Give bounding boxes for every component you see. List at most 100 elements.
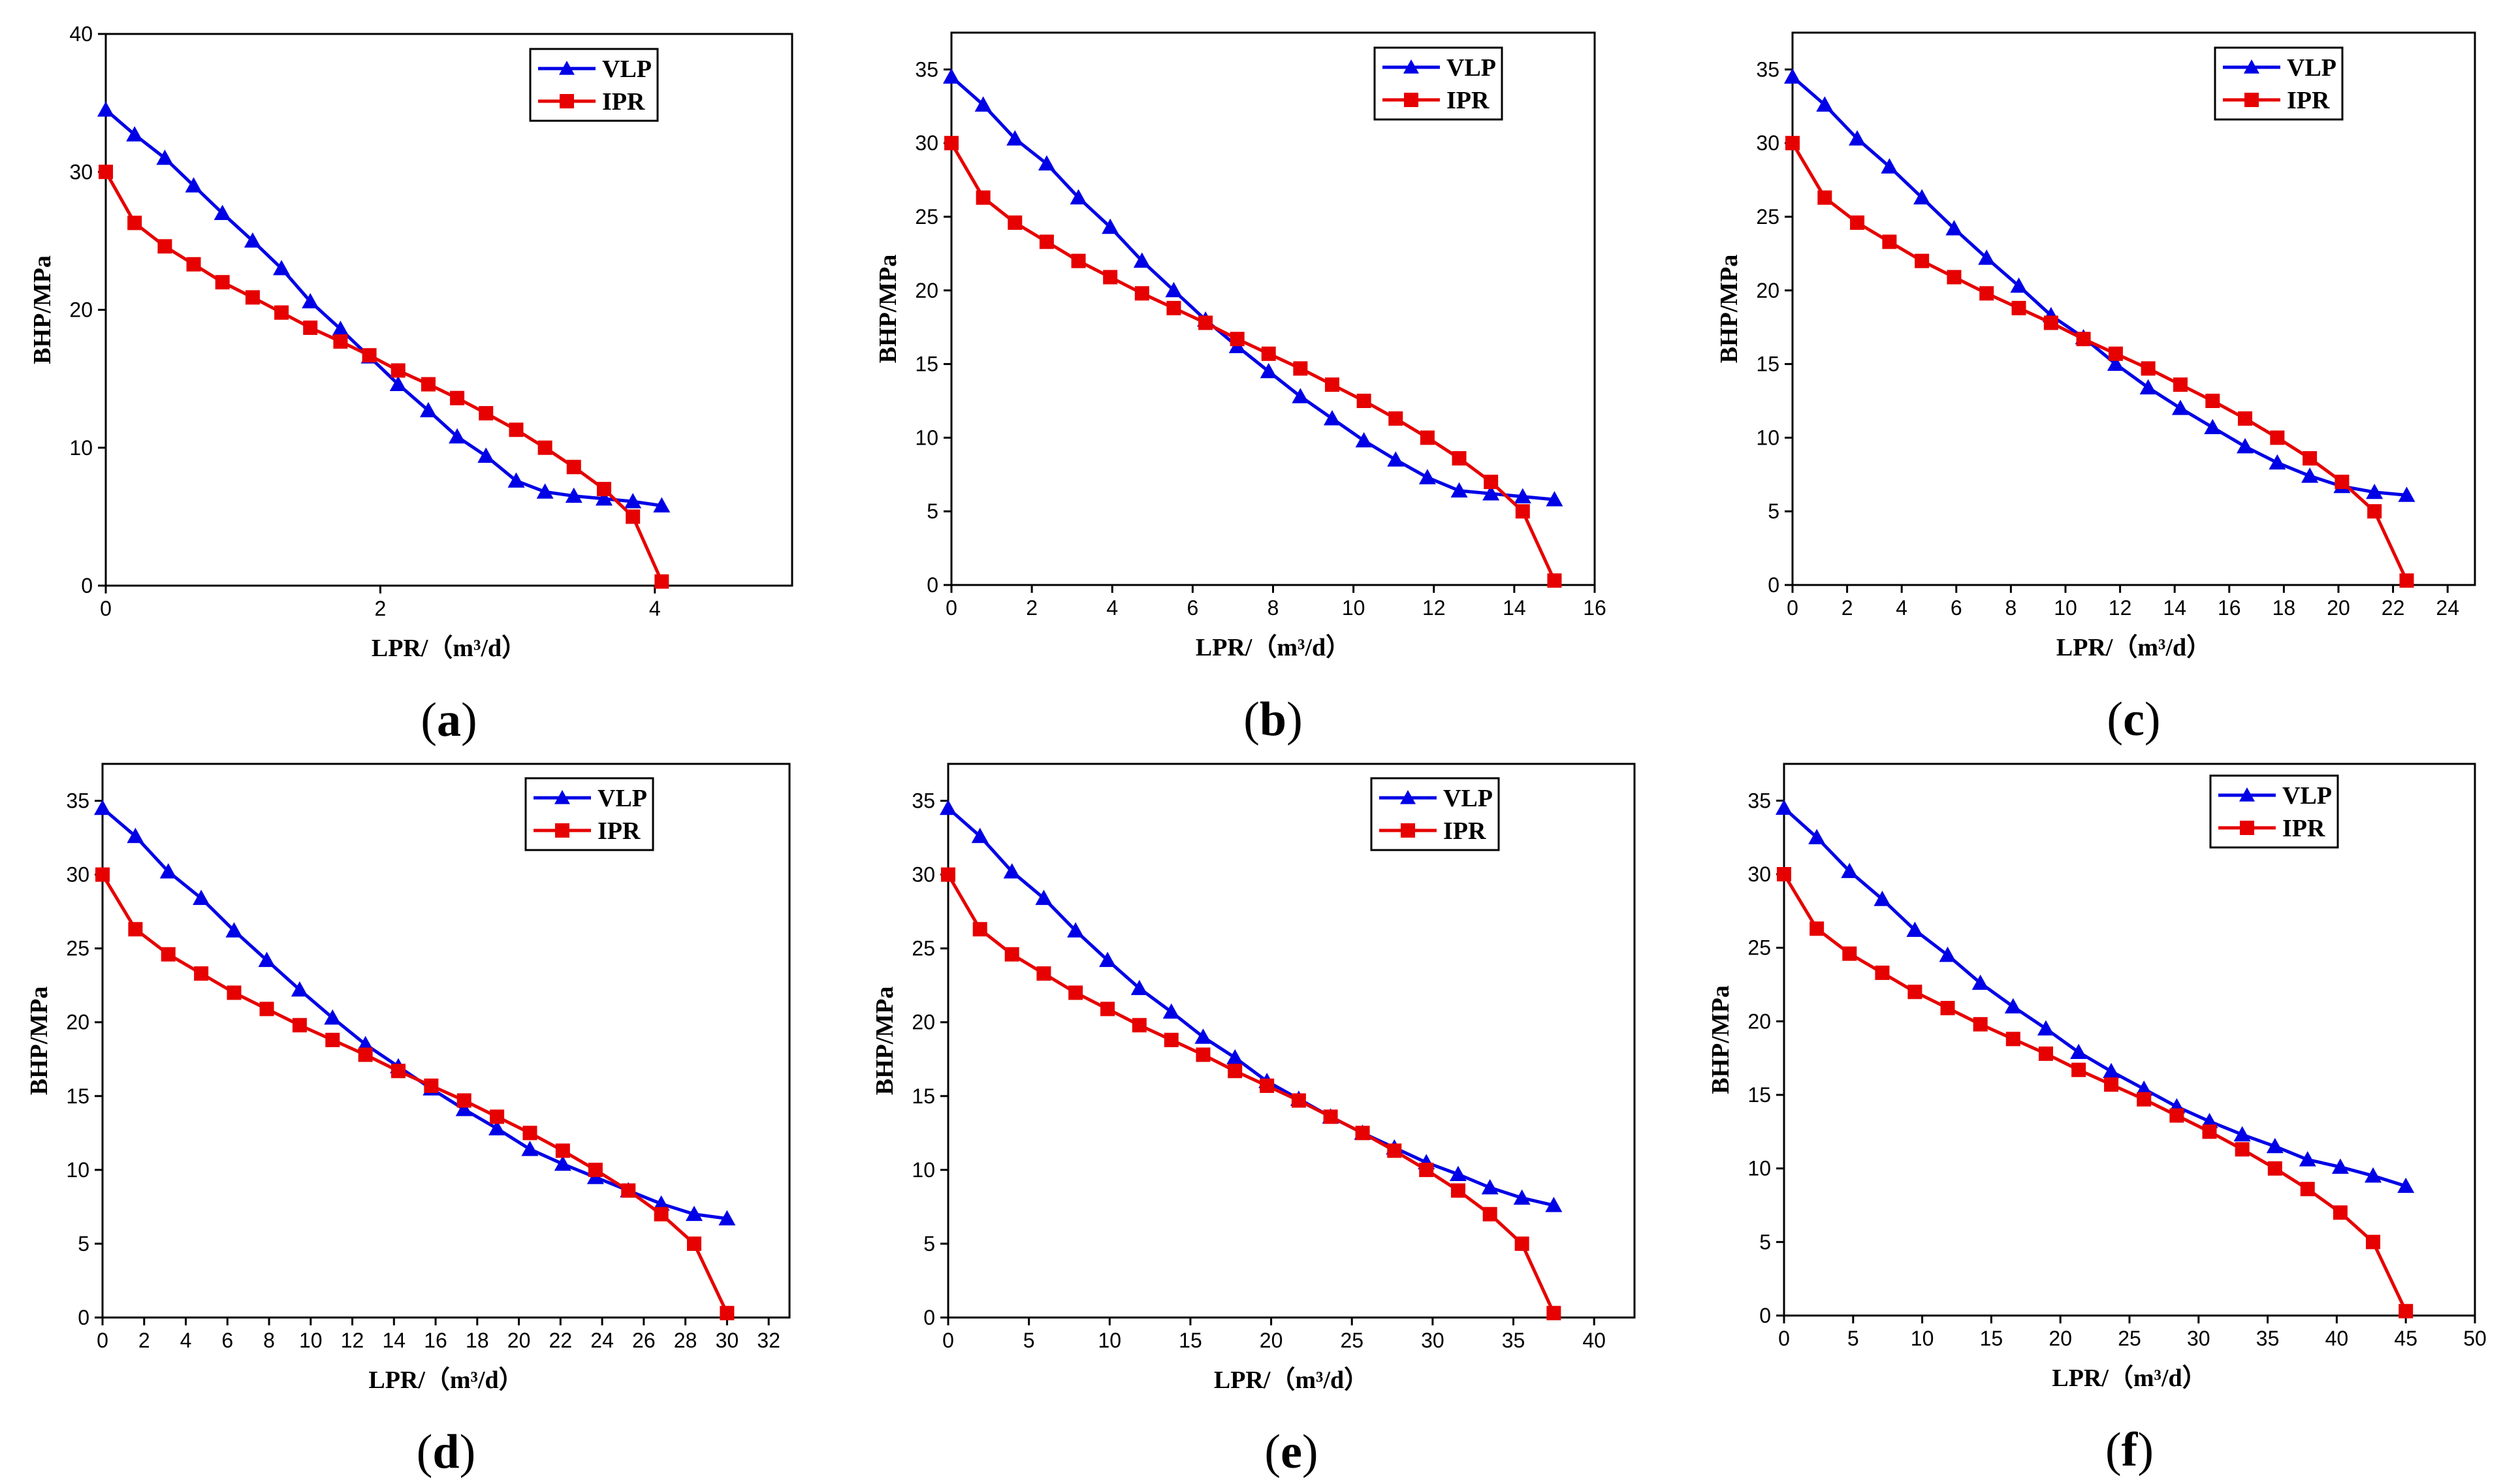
x-axis-label: LPR/（m³/d） (372, 635, 526, 662)
ipr-point (976, 190, 991, 205)
vlp-point (1913, 189, 1931, 205)
x-tick-label: 45 (2394, 1327, 2417, 1350)
y-tick-label: 0 (81, 574, 93, 597)
ipr-point (2367, 504, 2382, 519)
series-line-vlp (101, 806, 727, 1220)
legend: VLP IPR (524, 777, 654, 851)
vlp-point (291, 981, 308, 997)
series-line-ipr (101, 874, 729, 1314)
ipr-point (2205, 394, 2220, 408)
vlp-point (971, 827, 989, 844)
ipr-point (1388, 411, 1403, 426)
vlp-point (1038, 155, 1055, 171)
legend-vlp-marker (2239, 787, 2255, 802)
vlp-point (1514, 488, 1531, 504)
ipr-point (95, 867, 110, 882)
ipr-point (2333, 1205, 2348, 1220)
vlp-point (156, 150, 174, 165)
vlp-point (652, 1195, 670, 1211)
panel-label: (b) (1243, 693, 1302, 746)
x-tick-label: 14 (2163, 596, 2186, 620)
y-tick-label: 30 (69, 160, 93, 183)
y-tick-label: 30 (1747, 862, 1771, 886)
y-tick-label: 0 (923, 1306, 935, 1329)
vlp-point (1260, 362, 1277, 379)
ipr-point (362, 348, 377, 363)
x-tick-label: 2 (375, 597, 387, 620)
series-line-ipr (104, 171, 663, 582)
vlp-point (357, 1035, 374, 1052)
x-tick-label: 18 (466, 1329, 489, 1352)
y-tick-label: 25 (912, 937, 935, 960)
y-tick-label: 5 (1759, 1230, 1771, 1254)
y-tick-label: 15 (66, 1084, 89, 1108)
ipr-point (186, 257, 201, 272)
ipr-point (941, 867, 955, 882)
vlp-point (1971, 974, 1989, 990)
ipr-point (2076, 332, 2091, 347)
y-tick-label: 5 (78, 1232, 89, 1255)
legend-vlp-label: VLP (1446, 54, 1496, 82)
legend-ipr-marker (2240, 821, 2254, 835)
legend-box (2214, 46, 2344, 121)
x-tick-label: 50 (2463, 1327, 2487, 1350)
vlp-point (477, 447, 495, 463)
vlp-point (2331, 1158, 2349, 1174)
ipr-point (1420, 430, 1435, 445)
vlp-point (1226, 1049, 1244, 1065)
x-tick-label: 16 (2218, 596, 2241, 620)
x-tick-label: 8 (1267, 596, 1279, 620)
legend-ipr-label: IPR (1446, 87, 1490, 114)
y-tick-label: 35 (1756, 57, 1779, 81)
ipr-point (1196, 1047, 1211, 1062)
x-tick-label: 15 (1980, 1327, 2003, 1350)
x-tick-label: 0 (100, 597, 112, 620)
y-tick-label: 35 (915, 57, 938, 81)
ipr-point (1134, 286, 1149, 301)
vlp-point (1070, 189, 1087, 205)
y-tick-label: 10 (1747, 1157, 1771, 1180)
ipr-point (450, 390, 465, 405)
x-tick-label: 16 (1583, 596, 1606, 620)
vlp-point (159, 863, 177, 879)
series-line-vlp (1783, 806, 2406, 1188)
ipr-point (245, 290, 260, 305)
legend-box (2209, 774, 2339, 849)
ipr-point (2202, 1124, 2217, 1139)
x-tick-label: 24 (590, 1329, 614, 1352)
x-tick-label: 6 (221, 1329, 233, 1352)
vlp-point (1873, 891, 1891, 906)
x-tick-label: 6 (1951, 596, 1962, 620)
plot-frame (947, 763, 1636, 1319)
ipr-point (1103, 270, 1118, 285)
ipr-point (2366, 1235, 2381, 1250)
vlp-point (185, 177, 202, 193)
x-tick-label: 6 (1187, 596, 1198, 620)
vlp-point (2301, 467, 2319, 483)
x-tick-label: 15 (1179, 1329, 1202, 1352)
vlp-point (2266, 1137, 2284, 1154)
vlp-point (2010, 277, 2028, 293)
vlp-point (1546, 491, 1563, 507)
ipr-point (127, 215, 142, 230)
y-tick-label: 25 (1747, 936, 1771, 960)
y-tick-label: 25 (915, 205, 938, 229)
y-tick-label: 10 (1756, 426, 1779, 449)
vlp-point (1194, 1028, 1212, 1044)
x-tick-label: 2 (1841, 596, 1853, 620)
ipr-point (2043, 315, 2058, 330)
ipr-point (259, 1002, 274, 1017)
ipr-point (2173, 377, 2188, 392)
panel-label: (a) (421, 693, 477, 747)
panel-label: (e) (1264, 1425, 1318, 1479)
ipr-point (391, 1064, 406, 1079)
ipr-point (1419, 1162, 1434, 1177)
ipr-point (1036, 966, 1051, 981)
x-tick-label: 16 (424, 1329, 447, 1352)
vlp-point (1102, 218, 1119, 234)
ipr-point (1484, 475, 1499, 490)
ipr-point (2137, 1092, 2152, 1107)
vlp-point (1545, 1197, 1563, 1212)
ipr-point (1947, 270, 1962, 285)
ipr-point (566, 460, 581, 475)
